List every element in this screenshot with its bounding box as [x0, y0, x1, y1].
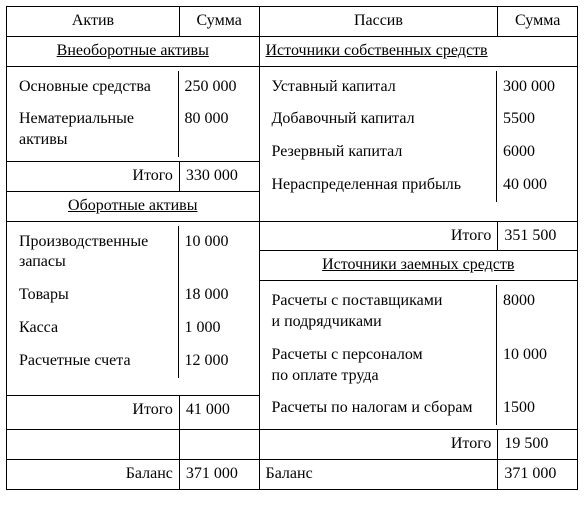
- current-items: Производственные запасы 10 000 Товары 18…: [7, 221, 260, 396]
- current-subtotal-label: Итого: [7, 396, 180, 430]
- balance-right-value: 371 000: [498, 459, 578, 489]
- retained-value: 40 000: [497, 169, 572, 202]
- noncurrent-items: Основные средства 250 000 Нематериальные…: [7, 66, 260, 161]
- taxes-value: 1500: [497, 392, 572, 425]
- cash-value: 1 000: [178, 312, 253, 345]
- wages-label: Расчеты с персоналом по оплате труда: [266, 339, 497, 393]
- intangibles-label: Нематериальные активы: [13, 103, 178, 157]
- balance-left-label: Баланс: [7, 459, 180, 489]
- section-equity: Источники собственных средств: [259, 36, 578, 66]
- debt-subtotal-label: Итого: [259, 430, 498, 460]
- payables-label: Расчеты с поставщиками и подрядчиками: [266, 285, 497, 339]
- wages-value: 10 000: [497, 339, 572, 393]
- payables-value: 8000: [497, 285, 572, 339]
- bank-value: 12 000: [178, 345, 253, 378]
- section-noncurrent-assets: Внеоборотные активы: [7, 36, 260, 66]
- col-amount-right: Сумма: [498, 7, 578, 37]
- taxes-label: Расчеты по налогам и сборам: [266, 392, 497, 425]
- equity-subtotal-value: 351 500: [498, 221, 578, 251]
- balance-sheet-table: Актив Сумма Пассив Сумма Внеоборотные ак…: [6, 6, 578, 490]
- inventory-value: 10 000: [178, 226, 253, 280]
- equity-subtotal-label: Итого: [259, 221, 498, 251]
- fixed-assets-value: 250 000: [178, 71, 253, 104]
- section-debt: Источники заемных средств: [259, 251, 578, 281]
- empty-cell: [179, 430, 259, 460]
- add-cap-value: 5500: [497, 103, 572, 136]
- col-liab: Пассив: [259, 7, 498, 37]
- table-header-row: Актив Сумма Пассив Сумма: [7, 7, 578, 37]
- goods-label: Товары: [13, 279, 178, 312]
- current-subtotal-value: 41 000: [179, 396, 259, 430]
- cash-label: Касса: [13, 312, 178, 345]
- col-amount-left: Сумма: [179, 7, 259, 37]
- noncurrent-subtotal-value: 330 000: [179, 161, 259, 191]
- retained-label: Нераспределенная прибыль: [266, 169, 497, 202]
- balance-left-value: 371 000: [179, 459, 259, 489]
- reserve-cap-value: 6000: [497, 136, 572, 169]
- share-cap-value: 300 000: [497, 71, 572, 104]
- col-asset: Актив: [7, 7, 180, 37]
- inventory-label: Производственные запасы: [13, 226, 178, 280]
- equity-items: Уставный капитал 300 000 Добавочный капи…: [259, 66, 578, 221]
- share-cap-label: Уставный капитал: [266, 71, 497, 104]
- fixed-assets-label: Основные средства: [13, 71, 178, 104]
- goods-value: 18 000: [178, 279, 253, 312]
- add-cap-label: Добавочный капитал: [266, 103, 497, 136]
- reserve-cap-label: Резервный капитал: [266, 136, 497, 169]
- bank-label: Расчетные счета: [13, 345, 178, 378]
- debt-subtotal-value: 19 500: [498, 430, 578, 460]
- debt-items: Расчеты с поставщиками и подрядчиками 80…: [259, 281, 578, 430]
- empty-cell: [7, 430, 180, 460]
- balance-right-label: Баланс: [259, 459, 498, 489]
- intangibles-value: 80 000: [178, 103, 253, 157]
- section-current-assets: Оборотные активы: [7, 191, 260, 221]
- noncurrent-subtotal-label: Итого: [7, 161, 180, 191]
